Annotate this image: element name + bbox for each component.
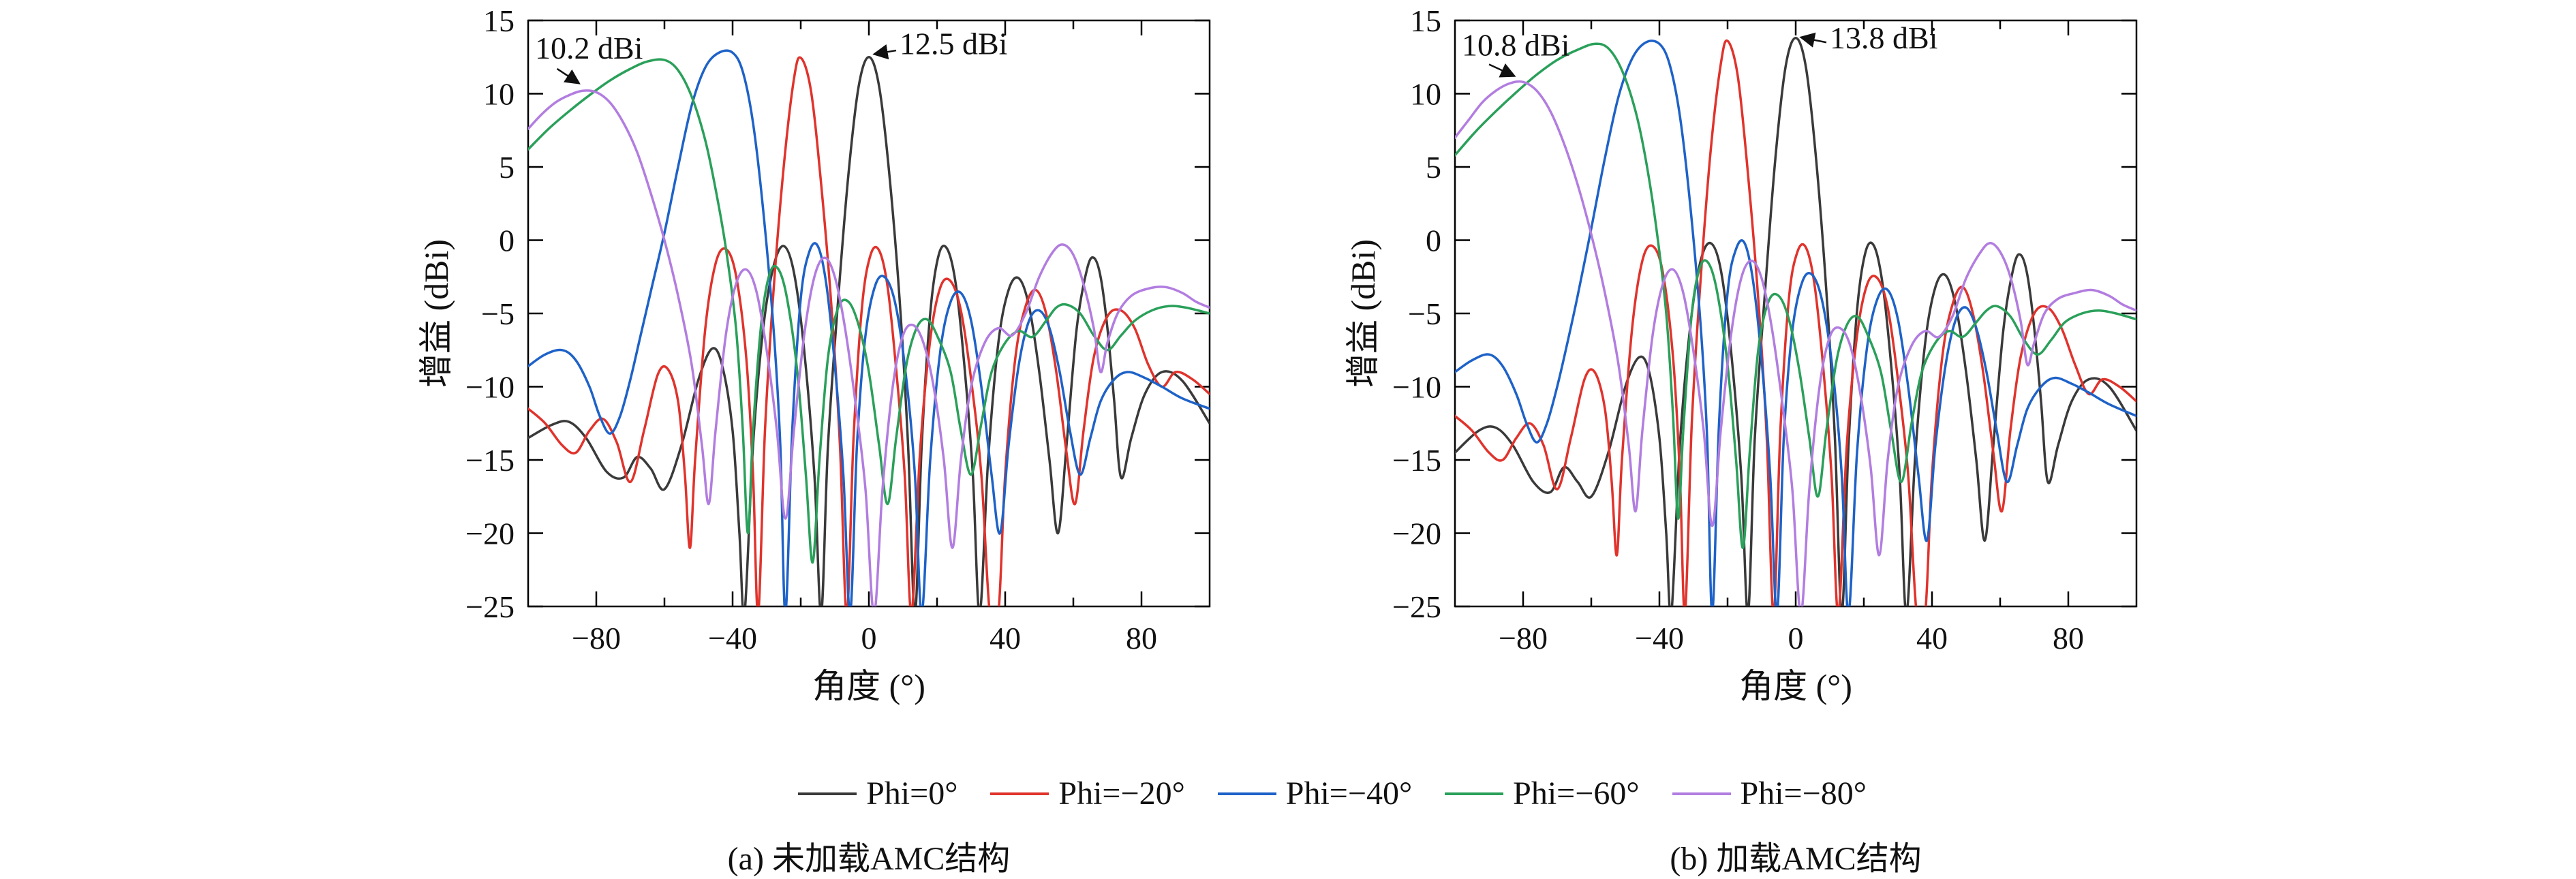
y-tick-label: −5 xyxy=(1408,296,1441,331)
y-axis-title: 增益 (dBi) xyxy=(1344,239,1382,388)
series-line-Phi=−60° xyxy=(1455,42,2136,549)
y-tick-label: −25 xyxy=(465,589,515,624)
y-tick-label: −10 xyxy=(1392,370,1441,405)
y-axis-title: 增益 (dBi) xyxy=(417,239,455,388)
y-tick-label: −20 xyxy=(1392,516,1441,551)
x-tick-label: −80 xyxy=(1499,621,1548,656)
x-tick-label: 40 xyxy=(1916,621,1948,656)
annotation-text: 10.2 dBi xyxy=(535,31,643,65)
legend-label: Phi=−20° xyxy=(1058,775,1185,812)
charts-row: −80 −40 0 40 80 15 10 5 0 −5 −10 −15 −20 −25 增益 (dBi) 角… xyxy=(0,8,2576,710)
legend-item-2: Phi=−40° xyxy=(1217,775,1413,812)
legend-item-0: Phi=0° xyxy=(798,775,957,812)
y-tick-label: 15 xyxy=(1410,8,1441,38)
y-tick-label: 0 xyxy=(499,223,515,258)
annotation-text: 10.8 dBi xyxy=(1462,28,1569,63)
legend-line-sample xyxy=(798,792,857,795)
y-tick-label: 10 xyxy=(1410,77,1441,112)
legend-line-sample xyxy=(1217,792,1276,795)
legend-item-3: Phi=−60° xyxy=(1445,775,1640,812)
legend-line-sample xyxy=(1672,792,1731,795)
x-tick-label: 80 xyxy=(1126,621,1157,656)
legend-label: Phi=0° xyxy=(866,775,958,812)
series-line-Phi=0° xyxy=(528,56,1210,606)
legend-label: Phi=−40° xyxy=(1285,775,1413,812)
annotation-arrow xyxy=(1488,63,1516,78)
y-tick-label: −25 xyxy=(1392,589,1441,624)
legend-line-sample xyxy=(1445,792,1504,795)
x-tick-label: 0 xyxy=(1788,621,1804,656)
legend-label: Phi=−60° xyxy=(1513,775,1640,812)
legend: Phi=0° Phi=−20° Phi=−40° Phi=−60° Phi=−80° xyxy=(44,775,2576,812)
y-tick-label: −5 xyxy=(481,296,515,331)
chart-b: −80 −40 0 40 80 15 10 5 0 −5 −10 −15 −20 −25 增益 (dBi) 角… xyxy=(1344,8,2138,705)
x-tick-label: −40 xyxy=(708,621,757,656)
series-line-Phi=−40° xyxy=(1455,40,2136,606)
y-tick-label: 10 xyxy=(483,77,515,112)
y-tick-label: 15 xyxy=(483,8,515,38)
x-axis-title: 角度 (°) xyxy=(812,667,925,705)
x-tick-label: 0 xyxy=(861,621,877,656)
y-tick-label: 5 xyxy=(499,150,515,185)
caption-b: (b) 加载AMC结构 xyxy=(1670,841,1922,877)
chart-a: −80 −40 0 40 80 15 10 5 0 −5 −10 −15 −20 −25 增益 (dBi) 角… xyxy=(417,8,1211,705)
legend-label: Phi=−80° xyxy=(1740,775,1867,812)
caption-a: (a) 未加载AMC结构 xyxy=(727,841,1011,877)
captions-row: (a) 未加载AMC结构 (b) 加载AMC结构 xyxy=(0,831,2576,879)
y-tick-label: −10 xyxy=(465,370,515,405)
y-tick-label: −20 xyxy=(465,516,515,551)
annotation-arrow xyxy=(556,67,581,84)
y-tick-label: 0 xyxy=(1426,223,1441,258)
y-tick-label: 5 xyxy=(1426,150,1441,185)
y-tick-label: −15 xyxy=(1392,443,1441,478)
legend-line-sample xyxy=(990,792,1049,795)
y-tick-label: −15 xyxy=(465,443,515,478)
x-tick-label: −80 xyxy=(572,621,621,656)
annotation-arrow xyxy=(872,44,897,60)
series-line-Phi=−80° xyxy=(1455,80,2136,606)
series-line-Phi=−80° xyxy=(528,89,1210,606)
legend-item-1: Phi=−20° xyxy=(990,775,1185,812)
annotation-text: 13.8 dBi xyxy=(1830,20,1937,55)
x-tick-label: 40 xyxy=(990,621,1021,656)
x-tick-label: −40 xyxy=(1635,621,1684,656)
series-line-Phi=−40° xyxy=(528,49,1210,606)
annotation-text: 12.5 dBi xyxy=(900,26,1007,61)
annotation-arrow xyxy=(1799,32,1827,48)
legend-item-4: Phi=−80° xyxy=(1672,775,1867,812)
x-axis-title: 角度 (°) xyxy=(1739,667,1852,705)
x-tick-label: 80 xyxy=(2053,621,2084,656)
